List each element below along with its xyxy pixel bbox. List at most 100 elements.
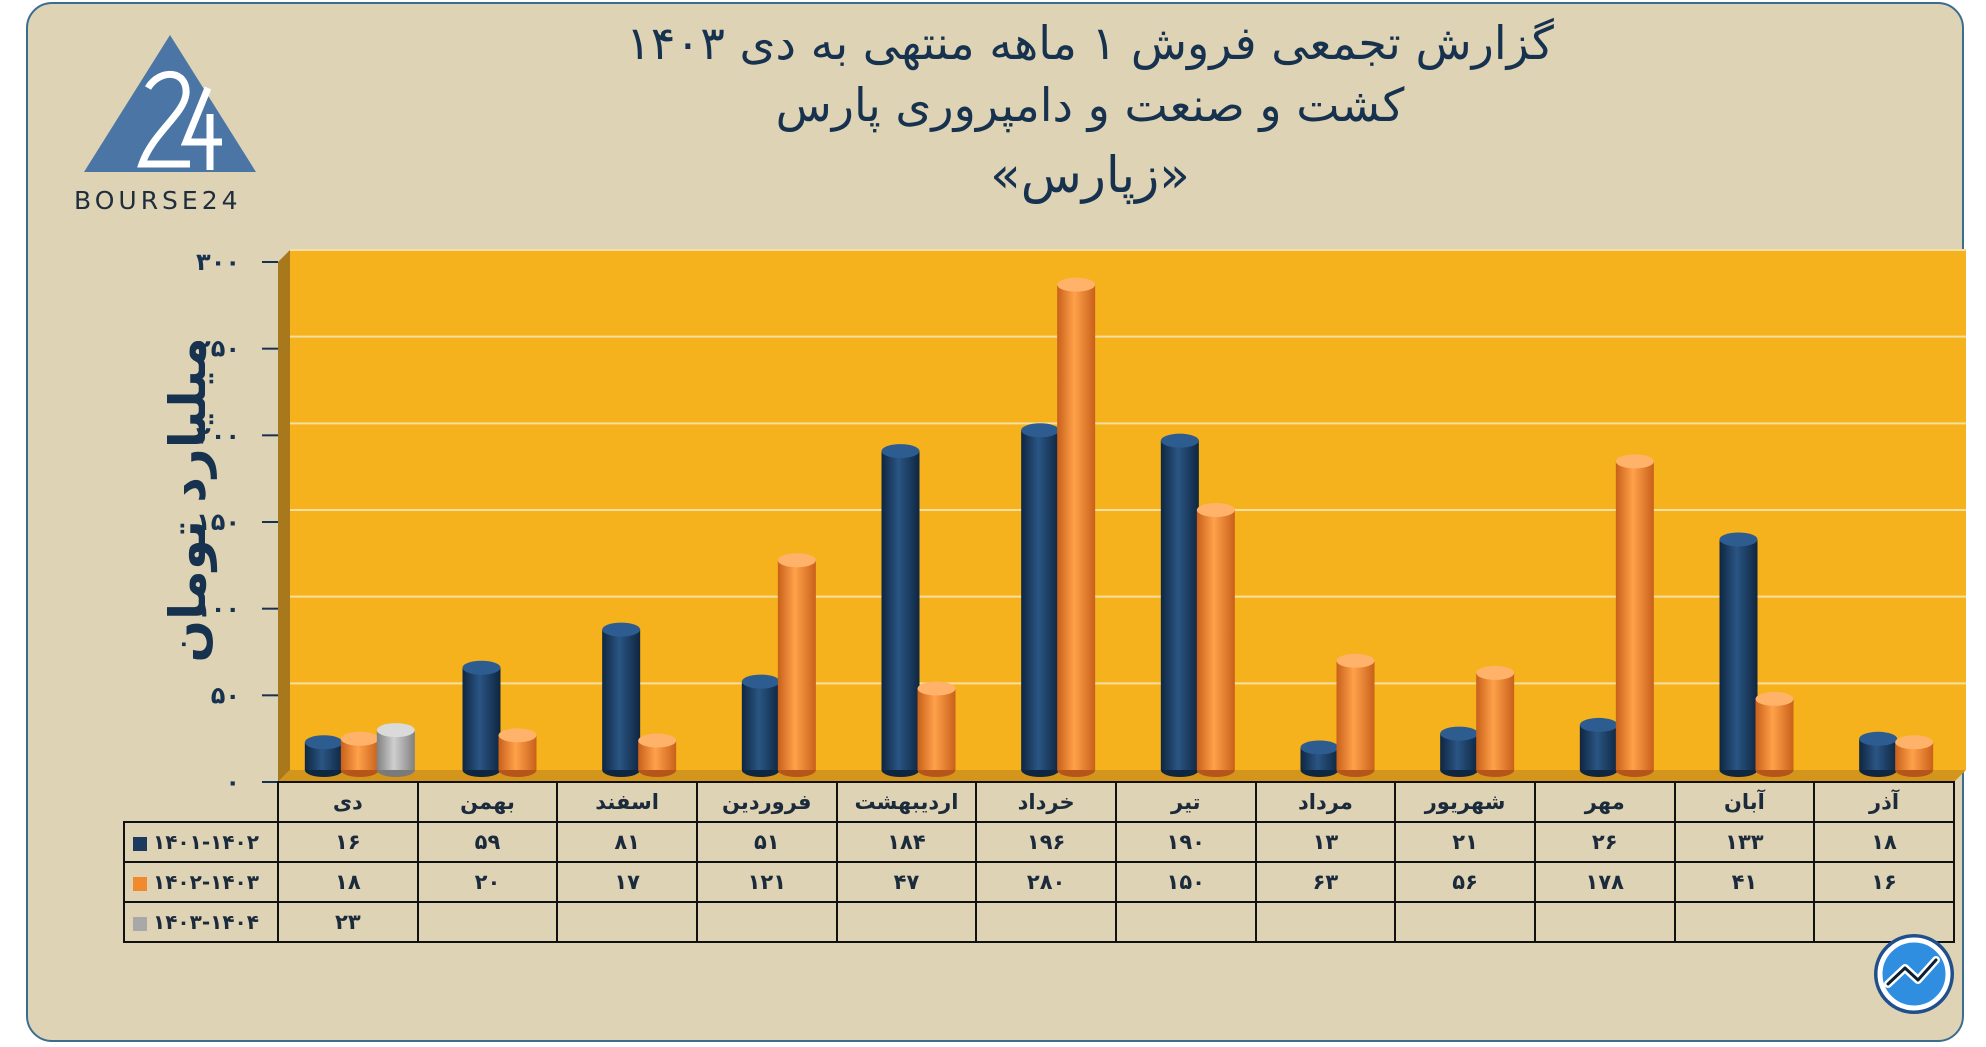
data-label: ۱۲۱ [695,861,838,903]
legend-label: ۱۴۰۱-۱۴۰۲ [153,830,259,854]
data-label: ۲۸۰ [975,861,1117,903]
data-label: ۱۷۸ [1533,861,1676,903]
legend-swatch [133,916,147,931]
bar [1440,726,1479,777]
data-label: ۶۳ [1254,861,1397,903]
bourse24-logo [84,35,256,172]
legend-label: ۱۴۰۳-۱۴۰۴ [153,910,259,934]
gridlines [290,249,1966,685]
data-label: ۴۷ [835,861,978,903]
bar [741,674,780,777]
table-header-row: دی بهمن اسفند فروردین اردیبهشت خرداد تیر مرداد ش… [124,781,1955,823]
legend-swatch [133,836,147,851]
data-label: ۲۶ [1533,821,1676,863]
data-label: ۱۸۴ [835,821,978,863]
bar [304,735,343,777]
data-label [695,901,838,943]
bar [1895,735,1934,777]
table-row: ۱۴۰۱-۱۴۰۲ ۱۶ ۵۹ ۸۱ ۵۱ ۱۸۴ ۱۹۶ ۱۹۰ ۱۳ ۲۱ ۲۶ ۱۳۳ ۱۸ [123,821,1955,863]
x-tick-label: دی [277,781,419,823]
y-tick-label: ۳۰۰ [196,248,240,276]
bar [1579,717,1618,777]
y-tick-label: ۱۰۰ [196,595,240,623]
data-label [1533,901,1676,943]
x-tick-label: تیر [1114,781,1257,823]
y-tick-label: ۲۵۰ [196,335,240,363]
x-tick-label: آذر [1813,781,1955,823]
bar [1057,277,1096,777]
x-tick-label: اردیبهشت [835,781,978,823]
bar [1336,653,1375,777]
bar [1196,503,1235,777]
bar [376,723,415,777]
data-label [835,901,978,943]
legend-entry: ۱۴۰۱-۱۴۰۲ [123,821,279,863]
bar [462,660,501,777]
bar [917,681,956,777]
data-label: ۲۱ [1394,821,1536,863]
data-label: ۵۹ [416,821,559,863]
data-label [1673,901,1816,943]
x-tick-label: آبان [1673,781,1816,823]
y-axis-ticks: ۰ ۵۰ ۱۰۰ ۱۵۰ ۲۰۰ ۲۵۰ ۳۰۰ [196,248,278,796]
bar [881,444,920,777]
data-label: ۱۷ [556,861,698,903]
data-label: ۸۱ [556,821,698,863]
data-label: ۱۶ [277,821,419,863]
logo-text: BOURSE24 [74,186,242,215]
data-label: ۱۶ [1813,861,1955,903]
bar [602,622,641,777]
x-tick-label: مهر [1533,781,1676,823]
data-label: ۱۵۰ [1114,861,1257,903]
data-label [416,901,559,943]
data-label: ۵۱ [695,821,838,863]
data-label: ۱۳ [1254,821,1397,863]
data-label: ۵۶ [1394,861,1536,903]
x-tick-label: اسفند [556,781,698,823]
x-tick-label: فروردین [695,781,838,823]
bar [1476,665,1515,777]
data-label: ۲۰ [416,861,559,903]
trend-arrow-icon [1874,934,1954,1014]
bar [1719,532,1758,777]
data-label: ۱۹۶ [975,821,1117,863]
legend-label: ۱۴۰۲-۱۴۰۳ [153,870,259,894]
y-tick-label: ۱۵۰ [196,508,240,536]
data-label [556,901,698,943]
data-table: دی بهمن اسفند فروردین اردیبهشت خرداد تیر مرداد ش… [123,781,1955,943]
chart-title-line3: «زپارس» [990,146,1190,204]
data-label [1114,901,1257,943]
data-label [1813,901,1955,943]
data-label [1394,901,1536,943]
table-corner [124,782,278,822]
data-label: ۲۳ [277,901,419,943]
data-label: ۱۸ [277,861,419,903]
y-tick-label: ۰ [225,768,240,796]
bar [498,728,537,777]
data-label: ۱۳۳ [1673,821,1816,863]
x-tick-label: بهمن [416,781,559,823]
plot-side-wall [278,250,290,782]
data-label: ۴۱ [1673,861,1816,903]
legend-entry: ۱۴۰۳-۱۴۰۴ [123,901,279,943]
chart-title-line1: گزارش تجمعی فروش ۱ ماهه منتهی به دی ۱۴۰۳ [626,16,1554,70]
chart-title-line2: کشت و صنعت و دامپروری پارس [775,78,1405,132]
bar [1300,740,1339,777]
data-label: ۱۸ [1813,821,1955,863]
table-row: ۱۴۰۲-۱۴۰۳ ۱۸ ۲۰ ۱۷ ۱۲۱ ۴۷ ۲۸۰ ۱۵۰ ۶۳ ۵۶ ۱۷۸ ۴۱ ۱۶ [123,861,1955,903]
plot-floor [278,770,1966,782]
bar [1160,433,1199,777]
data-label [1254,901,1397,943]
data-label: ۱۹۰ [1114,821,1257,863]
y-tick-label: ۵۰ [211,681,240,709]
bar [1755,691,1794,777]
x-tick-label: مرداد [1254,781,1397,823]
y-tick-label: ۲۰۰ [196,421,240,449]
bar [1615,454,1654,777]
bar [777,553,816,777]
legend-swatch [133,876,147,891]
data-label [975,901,1117,943]
bar [340,731,379,777]
bar [638,733,677,777]
x-tick-label: شهریور [1394,781,1536,823]
